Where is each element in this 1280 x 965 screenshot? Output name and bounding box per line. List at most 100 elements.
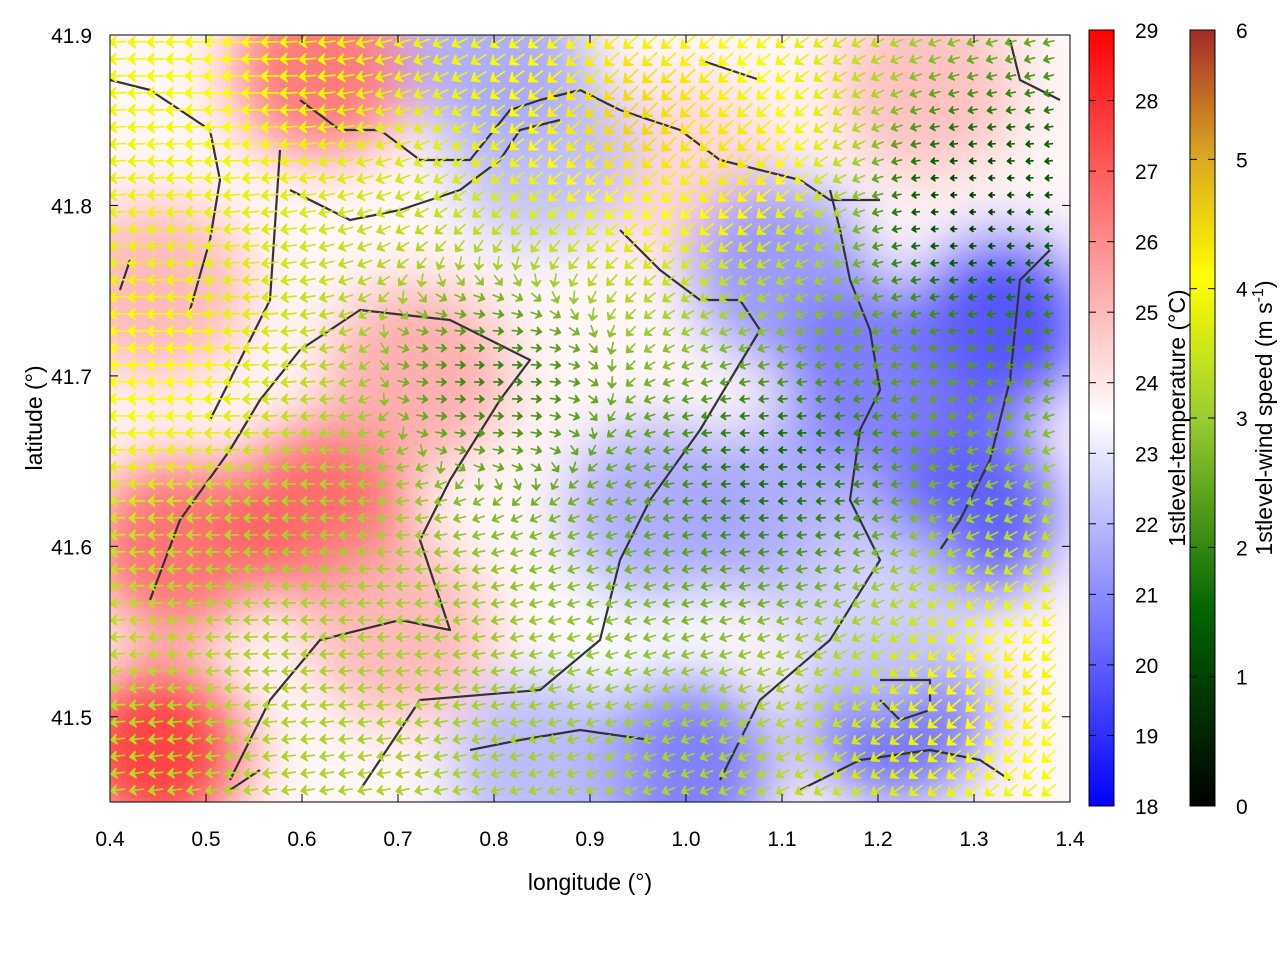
wind-arrow <box>186 682 202 694</box>
wind-arrow <box>165 307 184 321</box>
x-tick-label: 0.7 <box>383 828 412 851</box>
wind-arrow <box>127 103 146 117</box>
wind-arrow <box>147 614 164 626</box>
wind-arrow <box>338 478 353 490</box>
temperature-sample <box>783 519 973 710</box>
wind-arrow <box>204 495 221 507</box>
wind-arrow <box>298 120 317 134</box>
wind-arrow <box>148 665 164 677</box>
wind-arrow <box>110 35 127 49</box>
wind-arrow <box>262 597 277 609</box>
wind-arrow <box>184 392 203 406</box>
wind-arrow <box>338 258 354 269</box>
wind-arrow <box>260 120 279 134</box>
wind-arrow <box>243 580 258 592</box>
wind-arrow <box>338 444 353 456</box>
wind-arrow <box>243 614 258 626</box>
wind-arrow <box>260 189 279 202</box>
wind-arrow <box>357 411 372 422</box>
wind-arrow <box>204 444 222 456</box>
temperature-tick-label: 21 <box>1135 584 1158 607</box>
wind-arrow <box>128 648 145 660</box>
wind-arrow <box>204 512 221 524</box>
wind-arrow <box>184 171 203 185</box>
wind-arrow <box>147 563 164 575</box>
wind-arrow <box>203 375 222 389</box>
wind-arrow <box>205 750 221 762</box>
wind-arrow <box>298 155 317 168</box>
y-tick-label: 41.9 <box>51 25 92 48</box>
wind-arrow <box>355 104 374 117</box>
wind-arrow <box>204 461 221 473</box>
wind-arrow <box>165 223 184 236</box>
wind-arrow <box>262 767 278 779</box>
wind-arrow <box>184 409 203 423</box>
wind-arrow <box>146 256 165 270</box>
wind-arrow <box>299 359 316 371</box>
wind-arrow <box>129 784 145 796</box>
wind-arrow <box>165 443 184 457</box>
wind-arrow <box>299 376 316 388</box>
wind-arrow <box>281 733 297 745</box>
wind-colorbar-label: 1stlevel-wind speed (m s-1) <box>1250 280 1277 555</box>
wind-arrow <box>261 427 278 439</box>
wind-arrow <box>319 478 334 490</box>
wind-arrow <box>203 409 222 423</box>
wind-arrow <box>280 206 298 219</box>
wind-arrow <box>319 767 335 779</box>
wind-arrow <box>357 665 372 677</box>
wind-arrow <box>318 223 335 236</box>
wind-arrow <box>241 137 260 151</box>
wind-arrow <box>127 120 146 134</box>
wind-arrow <box>186 733 202 745</box>
wind-arrow <box>242 393 260 406</box>
wind-arrow <box>319 784 335 796</box>
wind-arrow <box>185 495 202 507</box>
wind-arrow <box>110 375 128 389</box>
wind-arrow <box>318 206 335 219</box>
wind-arrow <box>281 682 297 694</box>
contour-line <box>719 189 882 781</box>
wind-arrow <box>128 665 145 677</box>
wind-arrow <box>222 358 241 372</box>
wind-arrow <box>222 223 241 236</box>
wind-arrow <box>146 461 165 474</box>
wind-arrow <box>299 206 317 219</box>
wind-arrow <box>281 512 296 524</box>
wind-arrow <box>224 648 240 660</box>
wind-arrow <box>337 206 354 219</box>
wind-arrow <box>184 154 203 168</box>
wind-arrow <box>222 341 241 355</box>
wind-arrow <box>260 52 279 66</box>
wind-arrow <box>338 631 353 643</box>
wind-arrow <box>184 103 203 117</box>
wind-arrow <box>298 138 317 151</box>
y-tick-label: 41.8 <box>51 195 92 218</box>
wind-arrow <box>110 580 126 592</box>
wind-arrow <box>243 563 258 575</box>
wind-arrow <box>147 631 164 643</box>
x-tick-label: 1.4 <box>1055 828 1085 851</box>
temperature-colorbar-label: 1stlevel-temperature (°C) <box>1164 289 1190 546</box>
contour-line <box>148 308 532 781</box>
wind-arrow <box>223 427 241 439</box>
wind-arrow <box>184 444 203 457</box>
wind-arrow <box>167 597 183 609</box>
wind-arrow <box>110 154 127 168</box>
wind-arrow <box>205 716 221 728</box>
wind-arrow <box>280 291 297 303</box>
contour-line <box>229 769 261 791</box>
wind-arrow <box>319 682 334 694</box>
wind-arrow <box>279 35 298 49</box>
wind-arrow <box>166 495 183 507</box>
wind-arrow <box>279 189 298 202</box>
wind-arrow <box>262 512 277 524</box>
wind-arrow <box>128 495 145 507</box>
wind-arrow <box>184 223 203 236</box>
wind-arrow <box>319 699 334 711</box>
x-tick-label: 0.6 <box>287 828 316 851</box>
wind-arrow <box>281 529 296 541</box>
wind-arrow <box>110 52 127 66</box>
wind-arrow <box>128 716 145 728</box>
wind-arrow <box>318 257 335 269</box>
